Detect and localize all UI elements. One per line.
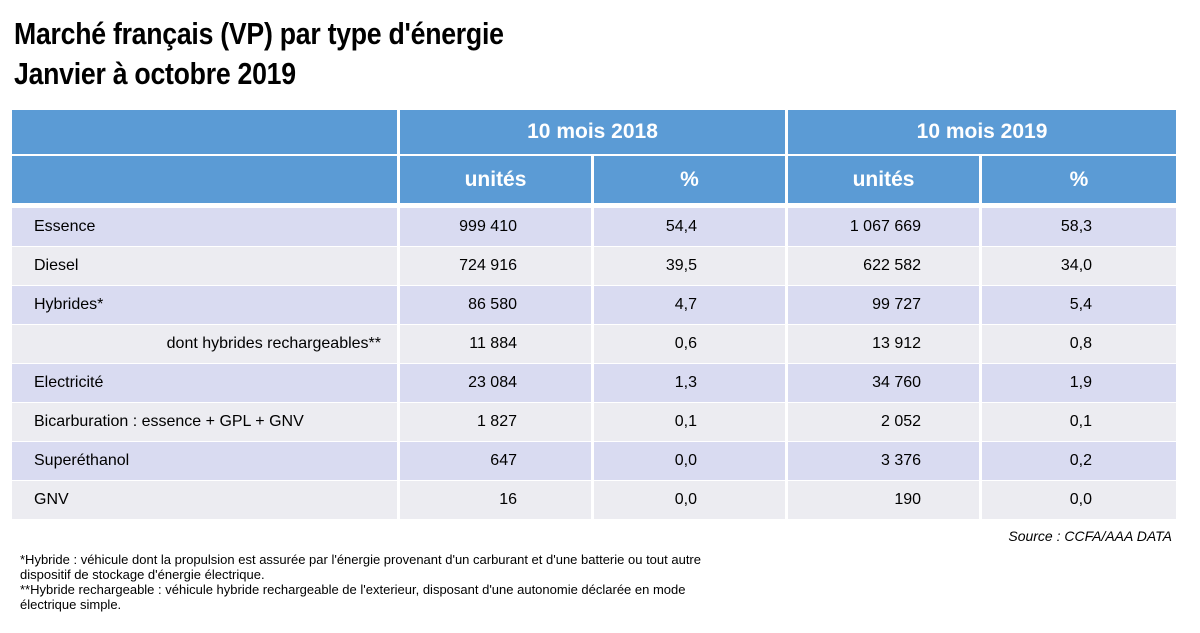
pct-2019: 34,0	[982, 247, 1177, 286]
units-2018: 86 580	[400, 286, 594, 325]
units-2019: 3 376	[788, 442, 983, 481]
pct-2018: 0,0	[594, 481, 789, 520]
units-2018: 724 916	[400, 247, 594, 286]
units-2019: 99 727	[788, 286, 983, 325]
pct-2018: 54,4	[594, 208, 789, 247]
energy-market-table: 10 mois 2018 10 mois 2019 unités % unité…	[12, 110, 1177, 520]
pct-2019: 0,0	[982, 481, 1177, 520]
footnote-line: dispositif de stockage d'énergie électri…	[20, 567, 265, 582]
units-2018: 999 410	[400, 208, 594, 247]
table-row: Superéthanol 647 0,0 3 376 0,2	[12, 442, 1177, 481]
row-label: GNV	[12, 481, 400, 520]
pct-2018: 39,5	[594, 247, 789, 286]
units-2019: 2 052	[788, 403, 983, 442]
pct-2019: 0,8	[982, 325, 1177, 364]
row-label: dont hybrides rechargeables**	[12, 325, 400, 364]
footnotes: *Hybride : véhicule dont la propulsion e…	[20, 552, 840, 612]
header-pct-2018: %	[594, 154, 789, 203]
row-label: Diesel	[12, 247, 400, 286]
units-2018: 23 084	[400, 364, 594, 403]
units-2018: 1 827	[400, 403, 594, 442]
row-label: Hybrides*	[12, 286, 400, 325]
page-title: Marché français (VP) par type d'énergie …	[14, 14, 504, 94]
header-period-2018: 10 mois 2018	[400, 110, 789, 154]
footnote-line: *Hybride : véhicule dont la propulsion e…	[20, 552, 701, 567]
units-2019: 34 760	[788, 364, 983, 403]
units-2018: 11 884	[400, 325, 594, 364]
units-2019: 1 067 669	[788, 208, 983, 247]
row-label: Electricité	[12, 364, 400, 403]
row-label: Superéthanol	[12, 442, 400, 481]
pct-2019: 5,4	[982, 286, 1177, 325]
header-row-periods: 10 mois 2018 10 mois 2019	[12, 110, 1177, 154]
units-2019: 190	[788, 481, 983, 520]
header-row-columns: unités % unités %	[12, 154, 1177, 203]
header-units-2019: unités	[788, 154, 983, 203]
pct-2018: 4,7	[594, 286, 789, 325]
pct-2019: 58,3	[982, 208, 1177, 247]
table-row: dont hybrides rechargeables** 11 884 0,6…	[12, 325, 1177, 364]
row-label: Essence	[12, 208, 400, 247]
source-citation: Source : CCFA/AAA DATA	[1008, 528, 1172, 544]
table-row: Diesel 724 916 39,5 622 582 34,0	[12, 247, 1177, 286]
title-line-1: Marché français (VP) par type d'énergie	[14, 16, 504, 51]
table-row: Hybrides* 86 580 4,7 99 727 5,4	[12, 286, 1177, 325]
pct-2019: 0,2	[982, 442, 1177, 481]
header-period-2019: 10 mois 2019	[788, 110, 1177, 154]
row-label: Bicarburation : essence + GPL + GNV	[12, 403, 400, 442]
table-row: GNV 16 0,0 190 0,0	[12, 481, 1177, 520]
units-2018: 647	[400, 442, 594, 481]
units-2019: 622 582	[788, 247, 983, 286]
pct-2018: 0,0	[594, 442, 789, 481]
footnote-line: **Hybride rechargeable : véhicule hybrid…	[20, 582, 686, 597]
table-row: Essence 999 410 54,4 1 067 669 58,3	[12, 208, 1177, 247]
table-row: Electricité 23 084 1,3 34 760 1,9	[12, 364, 1177, 403]
footnote-line: électrique simple.	[20, 597, 122, 612]
header-empty	[12, 110, 400, 154]
units-2019: 13 912	[788, 325, 983, 364]
header-empty-2	[12, 154, 400, 203]
header-pct-2019: %	[982, 154, 1177, 203]
header-units-2018: unités	[400, 154, 594, 203]
pct-2019: 1,9	[982, 364, 1177, 403]
table-row: Bicarburation : essence + GPL + GNV 1 82…	[12, 403, 1177, 442]
pct-2018: 1,3	[594, 364, 789, 403]
units-2018: 16	[400, 481, 594, 520]
pct-2019: 0,1	[982, 403, 1177, 442]
title-line-2: Janvier à octobre 2019	[14, 56, 296, 91]
pct-2018: 0,1	[594, 403, 789, 442]
pct-2018: 0,6	[594, 325, 789, 364]
